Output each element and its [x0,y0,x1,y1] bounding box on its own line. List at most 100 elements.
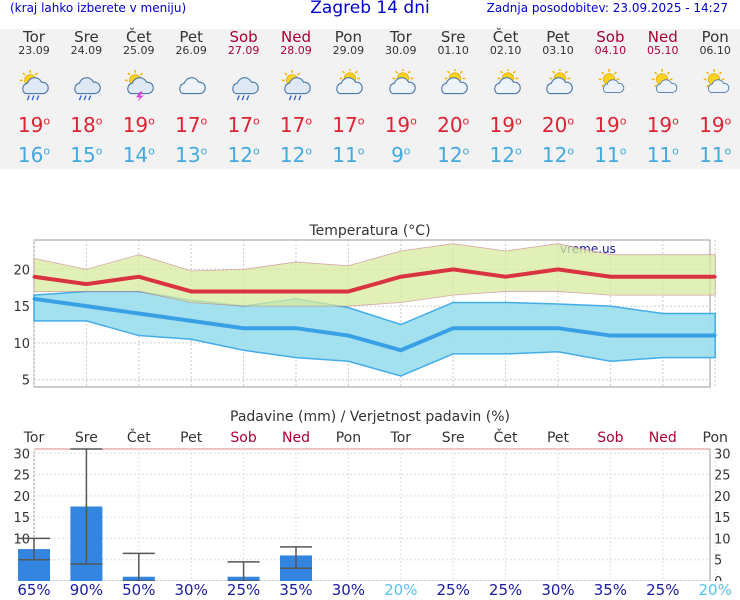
day-date: 30.09 [385,44,417,57]
precip-day-label: Pon [336,430,361,446]
rain-cloud-icon [69,69,103,103]
max-temp-point [294,289,298,293]
min-temp-point [346,334,350,338]
min-temp-point [661,334,665,338]
forecast-day: Pet 26.09 17o 13o [165,28,217,167]
day-name: Čet [126,28,152,46]
rain-sun-icon [279,69,313,103]
precip-y-tick-right: 10 [714,532,731,547]
precip-probability-row: 65% 90% 50% 30% 25% 35% 30% 20% 25% 25% 30% 35% 25% 2… [0,581,740,600]
forecast-day: Sob 04.10 19o 11o [584,28,636,167]
day-name: Tor [389,28,412,46]
precip-y-tick-right: 5 [714,554,722,569]
max-temp: 20o [541,113,575,137]
precip-probability: 30% [174,581,208,599]
precip-day-label: Pet [547,430,570,446]
day-name: Sre [440,28,466,46]
precip-probability: 20% [698,581,732,599]
precip-day-label: Ned [649,430,677,446]
location-menu-hint[interactable]: (kraj lahko izberete v meniju) [10,1,187,15]
day-date: 02.10 [489,44,522,57]
max-temp: 17o [175,113,208,137]
partly-cloudy-icon [331,68,365,103]
precip-probability: 20% [384,581,418,599]
day-name: Pet [179,28,203,46]
min-temp: 12o [227,143,260,167]
precip-day-label: Sob [597,430,623,446]
min-temp-point [189,319,193,323]
max-temp: 19o [594,113,627,137]
day-date: 24.09 [70,44,103,57]
precip-y-tick-left: 15 [13,511,30,526]
precip-probability: 90% [69,581,104,599]
precip-day-label: Ned [282,430,310,446]
day-date: 05.10 [647,44,679,57]
min-temp: 15o [70,143,103,167]
precip-probability: 30% [331,581,366,599]
top-bar: (kraj lahko izberete v meniju) Zagreb 14… [0,0,740,20]
precip-day-label: Čet [127,428,151,446]
min-temp: 12o [541,143,575,167]
min-temp-point [504,326,508,330]
precip-probability: 25% [488,581,523,599]
max-temp-line [33,267,716,294]
precip-probability: 50% [122,581,156,599]
forecast-day: Sre 01.10 20o 12o [427,28,479,167]
forecast-day: Čet 25.09 19o 14o [113,28,165,167]
min-temp: 9o [391,143,411,167]
partly-cloudy-icon [436,68,470,103]
max-temp: 17o [279,113,313,137]
precip-probability: 25% [436,581,470,599]
sun-cloud-icon [646,69,680,103]
rain-sun-icon [17,69,51,103]
day-name: Pon [334,28,362,46]
precip-probability: 35% [279,581,313,599]
day-date: 27.09 [227,44,260,57]
precip-y-tick-left: 30 [13,447,30,462]
precip-y-tick-right: 25 [714,469,731,484]
max-temp: 19o [489,113,522,137]
max-temp: 17o [227,113,260,137]
day-name: Sre [74,28,99,46]
day-date: 01.10 [437,44,469,57]
day-date: 25.09 [123,44,155,57]
precip-day-label: Pon [703,430,728,446]
forecast-day: Sob 27.09 17o 12o [218,29,270,167]
forecast-day: Pon 29.09 17o 11o [322,28,374,167]
min-temp: 11o [646,143,679,167]
max-temp: 19o [646,113,679,137]
precip-chart-title: Padavine (mm) / Verjetnost padavin (%) [230,409,510,425]
max-temp-point [556,267,560,271]
forecast-day: Tor 30.09 19o 9o [375,28,427,167]
precip-probability: 25% [226,581,261,599]
day-name: Čet [492,28,519,46]
min-temp: 13o [175,143,208,167]
max-temp-point [346,289,350,293]
last-updated: Zadnja posodobitev: 23.09.2025 - 14:27 [486,1,728,15]
min-temp: 14o [122,143,155,167]
temp-y-tick: 5 [22,374,30,389]
max-temp: 19o [699,113,732,137]
temp-y-tick: 10 [13,337,30,352]
max-temp-point [242,289,246,293]
max-temp: 19o [384,113,417,137]
precip-y-tick-right: 15 [714,511,731,526]
max-temp: 19o [122,113,155,137]
precip-probability: 25% [646,581,680,599]
precip-y-tick-right: 0 [714,575,722,581]
thunderstorm-icon [122,69,156,103]
day-name: Sob [596,28,625,46]
min-temp: 11o [699,143,732,167]
sun-cloud-icon [698,69,732,103]
min-temp-point [556,326,560,330]
min-temp-point [294,326,298,330]
min-temp-point [32,297,36,301]
precip-day-label: Sre [75,430,98,446]
day-date: 29.09 [332,44,365,57]
min-temp: 16o [17,143,51,167]
precip-y-tick-left: 25 [13,469,30,484]
temp-chart-title: Temperatura (°C) [308,223,430,239]
rain-cloud-icon [227,69,261,103]
day-date: 03.10 [542,44,574,57]
